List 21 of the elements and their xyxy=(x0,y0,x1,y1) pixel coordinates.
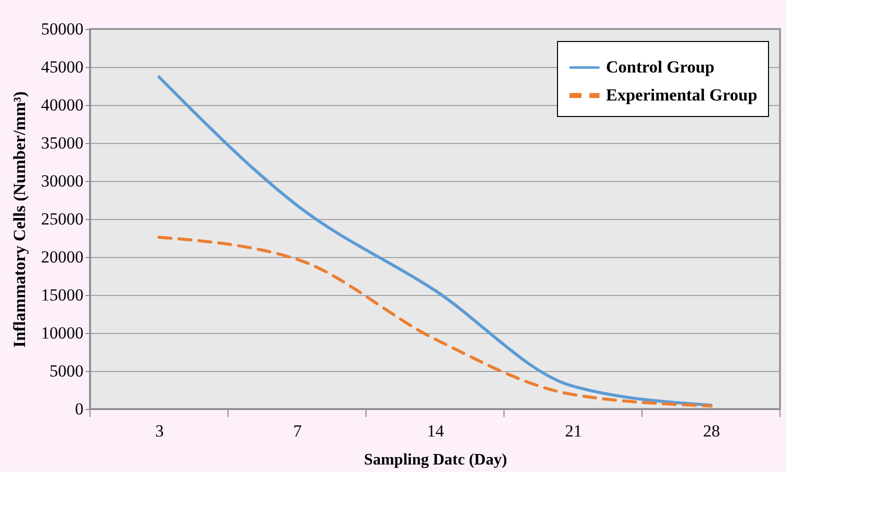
y-tick-label: 0 xyxy=(75,400,84,418)
x-tick-label: 21 xyxy=(565,422,582,440)
y-tick-label: 45000 xyxy=(41,58,84,76)
y-tick-label: 25000 xyxy=(41,210,84,228)
y-tick-label: 40000 xyxy=(41,96,84,114)
x-tick-label: 28 xyxy=(703,422,720,440)
y-axis-title: Inflammatory Cells (Number/mm³) xyxy=(10,91,29,348)
y-tick-label: 20000 xyxy=(41,248,84,266)
legend-label: Control Group xyxy=(606,58,714,76)
line-series xyxy=(158,236,712,408)
y-tick-label: 30000 xyxy=(41,172,84,190)
y-tick-label: 35000 xyxy=(41,134,84,152)
y-tick-label: 5000 xyxy=(50,362,84,380)
x-tick-label: 3 xyxy=(155,422,164,440)
y-tick-label: 15000 xyxy=(41,286,84,304)
legend-label: Experimental Group xyxy=(606,86,758,104)
x-axis-title: Sampling Datc (Day) xyxy=(364,452,508,468)
x-tick-label: 7 xyxy=(293,422,302,440)
y-tick-label: 50000 xyxy=(41,20,84,38)
y-tick-label: 10000 xyxy=(41,324,84,342)
x-tick-label: 14 xyxy=(427,422,444,440)
